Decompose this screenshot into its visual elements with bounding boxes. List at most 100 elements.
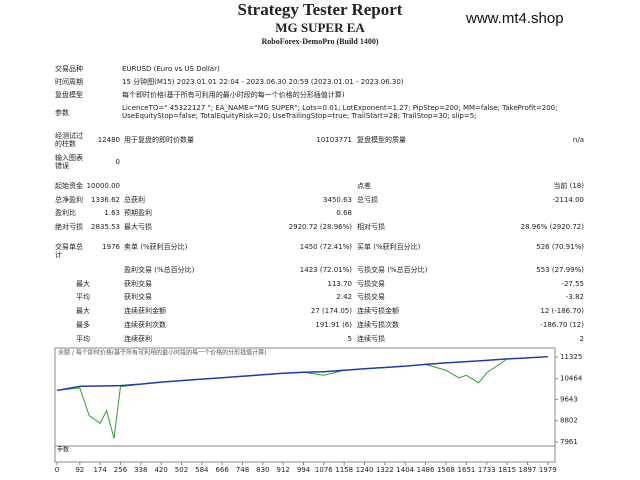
field-value: LicenceTO=" 45322127 "; EA_NAME="MG SUPE… xyxy=(122,104,558,120)
x-tick-label: 338 xyxy=(134,466,147,474)
stat-value: 当前 (18) xyxy=(553,182,584,190)
x-tick-label: 0 xyxy=(55,466,59,474)
x-tick-label: 92 xyxy=(75,466,84,474)
x-tick-label: 1979 xyxy=(539,466,557,474)
series-line xyxy=(56,355,548,392)
stat-value: 12 (-186.70) xyxy=(540,307,584,315)
x-tick-label: 1240 xyxy=(356,466,374,474)
stat-label: 复盘模型的质量 xyxy=(357,136,406,144)
stat-label: 卖单 (%获利百分比) xyxy=(124,243,188,251)
stat-label: 经测试过的柱数 xyxy=(55,132,83,148)
row-prefix: 最大 xyxy=(76,307,90,315)
y-tick-label: 7961 xyxy=(560,438,578,446)
stat-value: -27.55 xyxy=(561,280,584,288)
x-tick-label: 1404 xyxy=(396,466,414,474)
stat-value: 2 xyxy=(579,335,584,343)
stat-value: 1976 xyxy=(102,243,120,251)
x-tick-label: 1076 xyxy=(315,466,333,474)
stat-value: 3450.63 xyxy=(323,196,352,204)
x-tick-label: 1322 xyxy=(376,466,394,474)
x-tick-label: 584 xyxy=(195,466,209,474)
stat-label: 用于复盘的即时价数量 xyxy=(124,136,194,144)
stat-label: 获利交易 xyxy=(124,293,152,301)
x-tick-label: 666 xyxy=(215,466,229,474)
stat-label: 连续亏损金额 xyxy=(357,307,399,315)
stat-value: 1423 (72.01%) xyxy=(299,266,352,274)
report-title: Strategy Tester Report xyxy=(237,0,403,19)
watermark: www.mt4.shop xyxy=(466,10,564,27)
x-tick-label: 912 xyxy=(276,466,289,474)
stat-label: 预期盈利 xyxy=(124,209,152,217)
report-subtitle: MG SUPER EA xyxy=(275,20,365,35)
stat-value: 1450 (72.41%) xyxy=(299,243,352,251)
stat-value: -2114.00 xyxy=(552,196,584,204)
stat-label: 点差 xyxy=(357,182,371,190)
stat-value: 553 (27.99%) xyxy=(536,266,584,274)
x-tick-label: 1897 xyxy=(519,466,537,474)
stat-value: 27 (174.05) xyxy=(310,307,352,315)
stat-value: 12480 xyxy=(97,136,120,144)
x-tick-label: 256 xyxy=(114,466,128,474)
stat-label: 最大亏损 xyxy=(124,223,152,231)
stat-value: 2920.72 (28.96%) xyxy=(288,223,352,231)
stat-value: 526 (70.91%) xyxy=(536,243,584,251)
stat-label: 起始资金 xyxy=(55,182,83,190)
stat-value: 5 xyxy=(347,335,352,343)
stat-value: 10103771 xyxy=(316,136,352,144)
stat-label: 总获利 xyxy=(124,196,145,204)
stat-label: 连续获利次数 xyxy=(124,321,166,329)
field-label: 时间周期 xyxy=(55,78,83,86)
series-line xyxy=(56,356,548,439)
y-tick-label: 11325 xyxy=(560,353,582,361)
x-tick-label: 1815 xyxy=(498,466,516,474)
stat-label: 连续获利 xyxy=(124,335,152,343)
plot-area xyxy=(54,347,556,447)
stat-label: 亏损交易 xyxy=(357,280,385,288)
stat-label: 亏损交易 xyxy=(357,293,385,301)
legend: 余额 / 每个即时价格(基于所有可利用的最小时段的每一个价格的分形插值计算) xyxy=(58,349,267,357)
x-tick-label: 502 xyxy=(175,466,188,474)
stat-label: 交易单总计 xyxy=(55,243,83,259)
stat-label: 亏损交易 (%总百分比) xyxy=(357,266,428,274)
lots-pane xyxy=(54,445,556,463)
stat-value: n/a xyxy=(572,136,584,144)
field-value: 每个即时价格(基于所有可利用的最小时段的每一个价格的分形插值计算) xyxy=(122,91,345,99)
stat-value: 2.42 xyxy=(336,293,352,301)
stat-label: 盈利比 xyxy=(55,209,76,217)
stat-label: 总亏损 xyxy=(357,196,378,204)
x-tick-label: 1158 xyxy=(335,466,353,474)
row-prefix: 平均 xyxy=(76,335,90,343)
stat-label: 连续亏损 xyxy=(357,335,385,343)
stat-value: 28.96% (2920.72) xyxy=(520,223,584,231)
x-tick-label: 748 xyxy=(236,466,249,474)
field-label: 交易品种 xyxy=(55,65,83,73)
stat-value: 1336.62 xyxy=(91,196,120,204)
stat-label: 连续亏损次数 xyxy=(357,321,399,329)
x-tick-label: 174 xyxy=(93,466,107,474)
x-tick-label: 1486 xyxy=(417,466,435,474)
stat-label: 获利交易 xyxy=(124,280,152,288)
stat-value: 10000.00 xyxy=(86,182,120,190)
stat-value: -3.82 xyxy=(565,293,584,301)
x-tick-label: 420 xyxy=(154,466,167,474)
lots-label: 手数 xyxy=(57,446,69,454)
stat-value: 113.70 xyxy=(327,280,353,288)
row-prefix: 平均 xyxy=(76,293,90,301)
row-prefix: 最多 xyxy=(76,321,90,329)
y-tick-label: 10464 xyxy=(560,375,583,383)
x-tick-label: 1733 xyxy=(478,466,496,474)
x-tick-label: 994 xyxy=(297,466,311,474)
y-tick-label: 8802 xyxy=(560,417,578,425)
x-tick-label: 1651 xyxy=(458,466,476,474)
field-label: 参数 xyxy=(55,109,69,117)
stat-value: 0.68 xyxy=(336,209,352,217)
y-tick-label: 9643 xyxy=(560,395,578,403)
stat-label: 买单 (%获利百分比) xyxy=(357,243,421,251)
field-value: EURUSD (Euro vs US Dollar) xyxy=(122,65,220,73)
row-prefix: 最大 xyxy=(76,280,90,288)
stat-label: 连续获利金额 xyxy=(124,307,166,315)
stat-label: 总净盈利 xyxy=(55,196,83,204)
stat-value: 2835.53 xyxy=(91,223,120,231)
